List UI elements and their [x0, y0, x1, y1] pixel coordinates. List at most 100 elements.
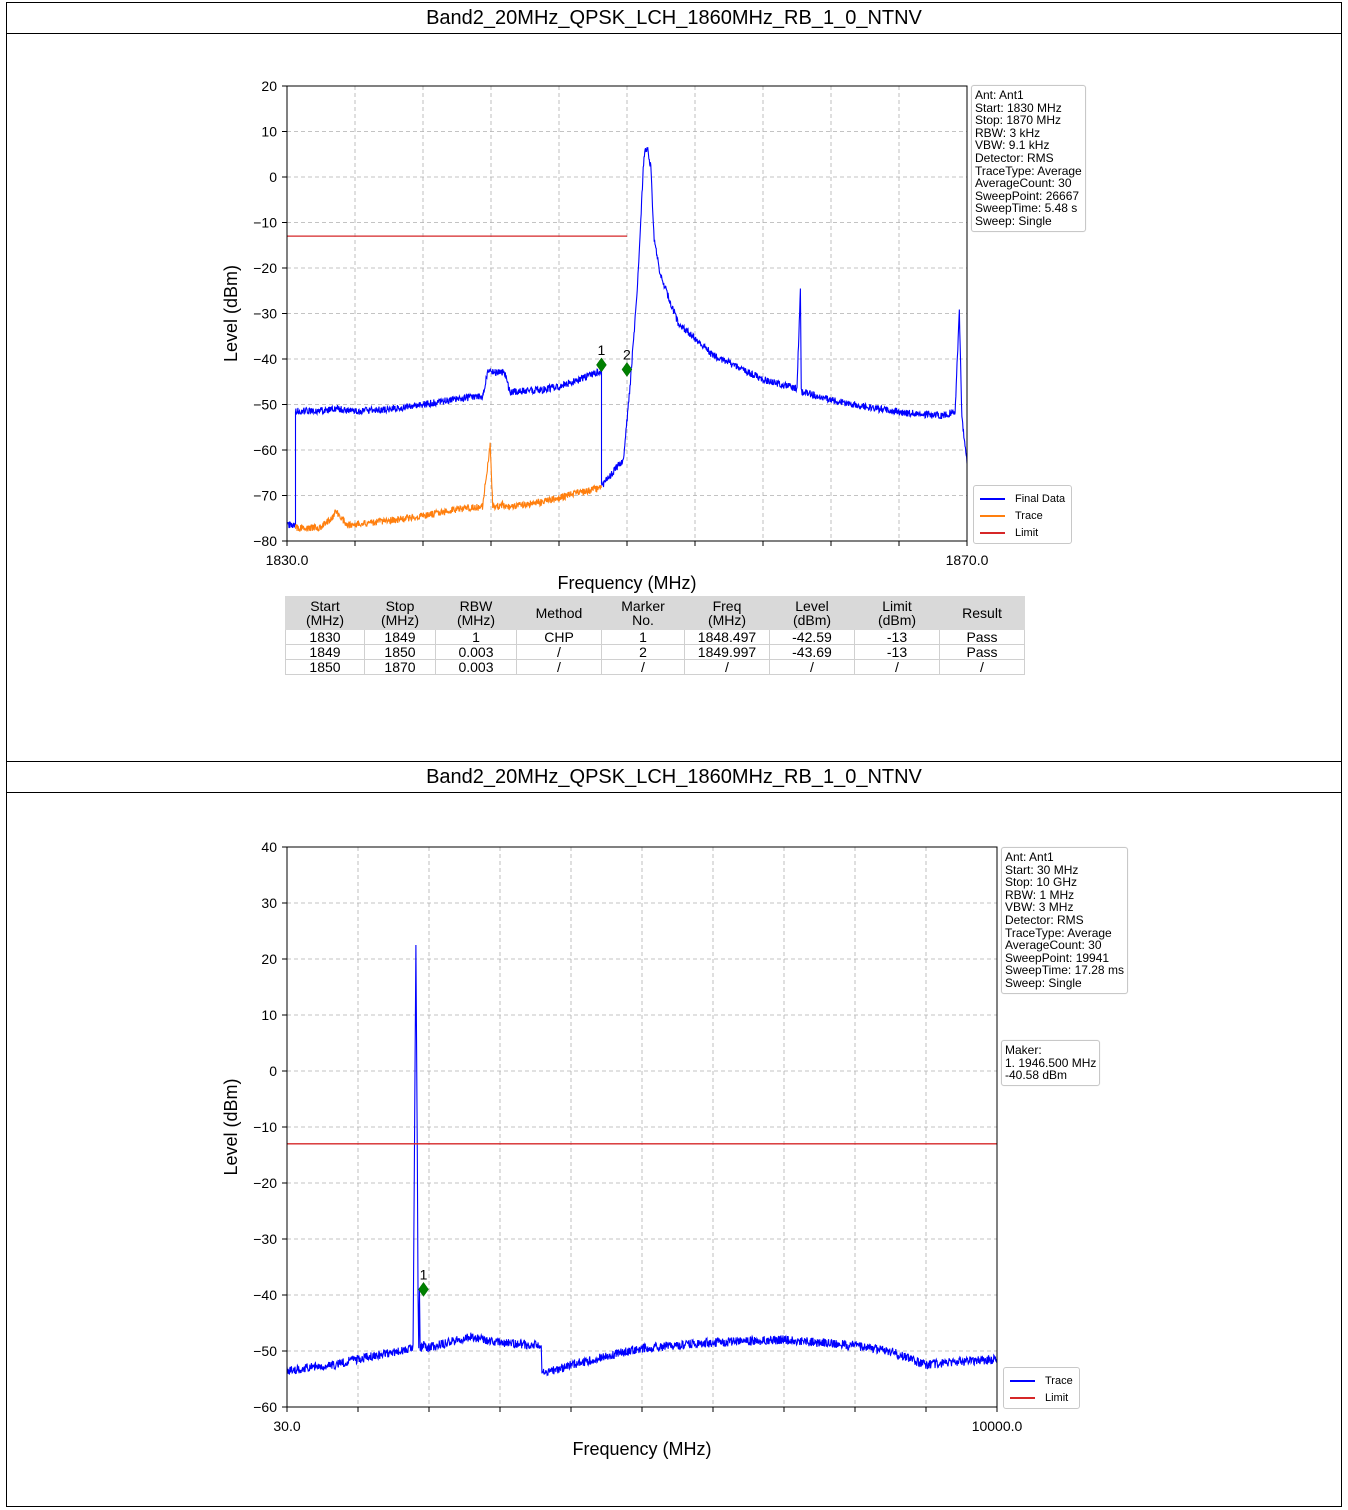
setting-line: TraceType: Average [975, 163, 1082, 178]
table-cell: / [939, 659, 1025, 675]
legend-label: Final Data [1015, 492, 1066, 505]
table-cell: 2 [601, 644, 685, 660]
table-header-cell: Stop (MHz) [364, 596, 436, 630]
setting-line: Sweep: Single [975, 213, 1052, 228]
legend-entry: Limit [1010, 1389, 1073, 1406]
x-tick-label: 10000.0 [972, 1418, 1023, 1434]
trace-series [294, 442, 603, 533]
grid [282, 846, 998, 1412]
setting-line: VBW: 9.1 kHz [975, 138, 1050, 153]
setting-line: Start: 1830 MHz [975, 100, 1062, 115]
y-tick-label: −20 [253, 1175, 277, 1191]
table-cell: 1 [601, 629, 685, 645]
y-tick-label: 0 [269, 1063, 277, 1079]
measurement-settings-box: Ant: Ant1 Start: 30 MHz Stop: 10 GHz RBW: 1… [1001, 847, 1128, 994]
setting-line: AverageCount: 30 [1005, 938, 1102, 953]
legend-swatch [1010, 1396, 1035, 1399]
setting-line: SweepPoint: 19941 [1005, 950, 1110, 965]
table-cell: -13 [854, 644, 940, 660]
marker-readout-line: Maker: [1005, 1043, 1042, 1057]
y-tick-label: −60 [253, 442, 277, 458]
legend-swatch [1010, 1379, 1035, 1382]
chart-panel-2: Band2_20MHz_QPSK_LCH_1860MHz_RB_1_0_NTNV… [6, 761, 1342, 1507]
y-tick-label: −50 [253, 397, 277, 413]
legend-label: Trace [1015, 509, 1043, 522]
y-tick-label: −60 [253, 1399, 277, 1415]
table-cell: Pass [939, 644, 1025, 660]
legend-label: Limit [1045, 1391, 1069, 1404]
legend-swatch [980, 497, 1005, 500]
table-header-cell: Start (MHz) [285, 596, 365, 630]
table-row: 1830 1849 1 CHP 1 1848.497 -42.59 -13 Pass [285, 629, 1025, 645]
setting-line: Start: 30 MHz [1005, 862, 1079, 877]
y-tick-label: 20 [261, 951, 277, 967]
table-cell: 1870 [364, 659, 436, 675]
setting-line: Sweep: Single [1005, 975, 1082, 990]
grid [282, 85, 968, 546]
legend-entry: Final Data [980, 490, 1065, 507]
y-tick-label: 0 [269, 169, 277, 185]
setting-line: TraceType: Average [1005, 925, 1112, 940]
setting-line: RBW: 3 kHz [975, 125, 1041, 140]
setting-line: Stop: 10 GHz [1005, 875, 1078, 890]
table-cell: / [684, 659, 770, 675]
x-axis-label: Frequency (MHz) [572, 1439, 711, 1459]
marker-readout-line: 1. 1946.500 MHz [1005, 1055, 1097, 1070]
plot-area [287, 146, 967, 533]
table-cell: / [601, 659, 685, 675]
table-cell: 1849 [285, 644, 365, 660]
y-axis-label: Level (dBm) [221, 265, 241, 362]
table-cell: 1848.497 [684, 629, 770, 645]
table-cell: 1849 [364, 629, 436, 645]
spectrum-chart-2: 40 30 20 10 0 −10 −20 −30 −40 −50 −60 30.0 10000.0 Fr… [221, 839, 1023, 1459]
table-header-cell: RBW (MHz) [435, 596, 517, 630]
setting-line: SweepTime: 17.28 ms [1005, 963, 1124, 978]
setting-line: Detector: RMS [975, 150, 1054, 165]
panel-title: Band2_20MHz_QPSK_LCH_1860MHz_RB_1_0_NTNV [7, 762, 1341, 793]
spectrum-chart-1: 20 10 0 −10 −20 −30 −40 −50 −60 −70 −80 1830.0 1870.… [221, 78, 989, 593]
measurement-settings-box: Ant: Ant1 Start: 1830 MHz Stop: 1870 MHz RB… [971, 85, 1086, 232]
legend-swatch [980, 531, 1005, 534]
chart-panel-1: Band2_20MHz_QPSK_LCH_1860MHz_RB_1_0_NTNV… [6, 2, 1342, 762]
table-header-cell: Method [516, 596, 602, 630]
marker-readout-box: Maker: 1. 1946.500 MHz -40.58 dBm [1001, 1040, 1101, 1086]
table-header-cell: Freq (MHz) [684, 596, 770, 630]
setting-line: SweepTime: 5.48 s [975, 201, 1078, 216]
table-cell: -13 [854, 629, 940, 645]
table-row: 1849 1850 0.003/2 1849.997 -43.69 -13 Pass [285, 644, 1025, 660]
legend-entry: Limit [980, 524, 1065, 541]
marker-readout-line: -40.58 dBm [1005, 1068, 1068, 1083]
marker-point [621, 362, 633, 377]
y-tick-label: 20 [261, 78, 277, 94]
setting-line: AverageCount: 30 [975, 176, 1072, 191]
final-data-series [287, 146, 967, 529]
y-tick-label: 10 [261, 124, 277, 140]
trace-series [287, 944, 997, 1377]
x-tick-label: 30.0 [273, 1418, 300, 1434]
chart-legend: Trace Limit [1003, 1367, 1080, 1409]
table-cell: 1850 [364, 644, 436, 660]
legend-label: Trace [1045, 1374, 1073, 1387]
y-tick-label: −30 [253, 306, 277, 322]
table-header-cell: Result [939, 596, 1025, 630]
table-cell: 1849.997 [684, 644, 770, 660]
setting-line: VBW: 3 MHz [1005, 900, 1074, 915]
setting-line: SweepPoint: 26667 [975, 188, 1080, 203]
setting-line: RBW: 1 MHz [1005, 887, 1075, 902]
y-tick-label: −80 [253, 533, 277, 549]
table-cell: Pass [939, 629, 1025, 645]
legend-swatch [980, 514, 1005, 517]
table-cell: / [854, 659, 940, 675]
y-tick-label: 10 [261, 1007, 277, 1023]
y-tick-label: −40 [253, 351, 277, 367]
panel-title: Band2_20MHz_QPSK_LCH_1860MHz_RB_1_0_NTNV [7, 3, 1341, 34]
table-cell: -43.69 [769, 644, 855, 660]
legend-entry: Trace [980, 507, 1065, 524]
marker-point [418, 1281, 429, 1297]
table-cell: 0.003 [435, 644, 517, 660]
results-table: Start (MHz) Stop (MHz) RBW (MHz) Method Marker N… [285, 596, 1025, 675]
table-header-cell: Level (dBm) [769, 596, 855, 630]
setting-line: Ant: Ant1 [975, 88, 1024, 102]
legend-label: Limit [1015, 526, 1039, 539]
plot-area [287, 944, 997, 1377]
